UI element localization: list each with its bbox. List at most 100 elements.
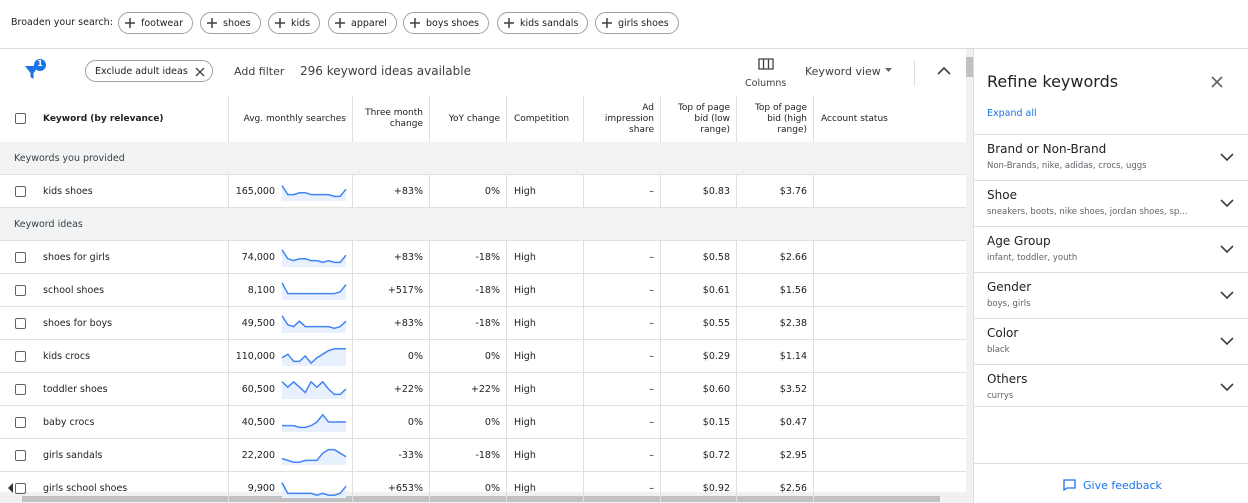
section-title: Keyword ideas (14, 219, 83, 230)
checkbox[interactable] (15, 252, 26, 263)
checkbox[interactable] (15, 351, 26, 362)
column-divider (736, 439, 737, 472)
checkbox[interactable] (15, 384, 26, 395)
column-divider (660, 439, 661, 472)
three-month-change: +83% (393, 318, 423, 329)
checkbox[interactable] (15, 450, 26, 461)
filter-icon[interactable] (22, 58, 50, 84)
checkbox[interactable] (15, 318, 26, 329)
scrollbar[interactable] (966, 49, 973, 503)
competition: High (514, 483, 536, 494)
column-divider (813, 96, 814, 142)
exclude-chip[interactable]: Exclude adult ideas (85, 60, 213, 82)
avg-searches: 74,000 (241, 252, 275, 263)
checkbox[interactable] (15, 417, 26, 428)
group-title[interactable]: Age Group (987, 234, 1051, 248)
avg-searches: 49,500 (241, 318, 275, 329)
column-divider (506, 241, 507, 274)
give-feedback[interactable]: Give feedback (1083, 479, 1162, 492)
avg-searches: 110,000 (235, 351, 275, 362)
expand-all[interactable]: Expand all (987, 108, 1037, 119)
view-select[interactable]: Keyword view (805, 65, 881, 78)
add-filter[interactable]: Add filter (234, 65, 285, 78)
expand-chevron[interactable] (1220, 382, 1234, 392)
bid-low: $0.61 (702, 285, 730, 296)
scroll-left[interactable] (4, 481, 18, 495)
column-header[interactable]: Competition (514, 113, 570, 124)
suggestion-chip[interactable]: girls shoes (595, 12, 679, 34)
columns-icon[interactable] (758, 58, 774, 70)
checkbox[interactable] (15, 113, 26, 124)
group-title[interactable]: Others (987, 372, 1028, 386)
column-header[interactable]: Ad impression share (604, 102, 654, 135)
three-month-change: -33% (398, 450, 423, 461)
suggestion-chip[interactable]: boys shoes (403, 12, 490, 34)
three-month-change: +22% (393, 384, 423, 395)
column-divider (429, 439, 430, 472)
plus (335, 18, 345, 28)
top-divider (0, 48, 1248, 49)
yoy-change: 0% (484, 186, 500, 197)
column-divider (660, 175, 661, 208)
column-divider (660, 340, 661, 373)
h-scrollbar[interactable] (0, 492, 966, 503)
ad-impression-share: – (649, 483, 654, 494)
column-header[interactable]: Top of page bid (low range) (677, 102, 730, 135)
checkbox[interactable] (15, 186, 26, 197)
checkbox[interactable] (15, 285, 26, 296)
expand-chevron[interactable] (1220, 336, 1234, 346)
column-header[interactable]: Keyword (by relevance) (43, 113, 164, 124)
keyword: baby crocs (43, 417, 95, 428)
expand-chevron[interactable] (1220, 244, 1234, 254)
column-divider (228, 96, 229, 142)
feedback-icon (1063, 479, 1076, 491)
three-month-change: 0% (407, 417, 423, 428)
group-title[interactable]: Brand or Non-Brand (987, 142, 1107, 156)
group-title[interactable]: Gender (987, 280, 1032, 294)
plus-icon (275, 18, 285, 28)
column-header[interactable]: YoY change (448, 113, 500, 124)
plus (602, 18, 612, 28)
suggestion-chip[interactable]: kids sandals (497, 12, 589, 34)
expand-chevron[interactable] (1220, 198, 1234, 208)
sparkline-line (281, 185, 347, 198)
suggestion-chip[interactable]: footwear (118, 12, 194, 34)
expand-chevron[interactable] (1220, 290, 1234, 300)
column-header[interactable]: Three month change (365, 108, 423, 129)
scroll-thumb[interactable] (966, 57, 973, 77)
plus-icon (504, 18, 514, 28)
sparkline-area (282, 348, 346, 366)
columns-label[interactable]: Columns (745, 78, 787, 89)
suggestion-chip[interactable]: apparel (328, 12, 397, 34)
column-divider (736, 472, 737, 503)
suggestion-chip[interactable]: kids (268, 12, 321, 34)
dropdown-arrow (885, 68, 892, 72)
column-header[interactable]: Avg. monthly searches (243, 113, 346, 124)
group-title[interactable]: Shoe (987, 188, 1017, 202)
suggestion-chip[interactable]: shoes (200, 12, 261, 34)
group-title[interactable]: Color (987, 326, 1019, 340)
column-divider (352, 439, 353, 472)
collapse-icon[interactable] (937, 66, 951, 76)
column-header[interactable]: Top of page bid (high range) (754, 102, 807, 135)
column-divider (228, 340, 229, 373)
h-scroll-thumb[interactable] (22, 496, 940, 502)
column-divider (813, 439, 814, 472)
column-divider (506, 439, 507, 472)
section-title: Keywords you provided (14, 153, 125, 164)
close-panel[interactable] (1211, 76, 1223, 88)
column-header[interactable]: Account status (821, 113, 888, 124)
checkbox[interactable] (15, 483, 26, 494)
keyword: kids shoes (43, 186, 93, 197)
column-divider (736, 307, 737, 340)
column-divider (352, 175, 353, 208)
competition: High (514, 285, 536, 296)
chip-text: footwear (141, 17, 184, 29)
column-divider (583, 274, 584, 307)
expand-chevron[interactable] (1220, 152, 1234, 162)
bid-high: $3.52 (779, 384, 807, 395)
column-divider (660, 406, 661, 439)
sparkline-area (282, 185, 346, 201)
keyword: toddler shoes (43, 384, 108, 395)
